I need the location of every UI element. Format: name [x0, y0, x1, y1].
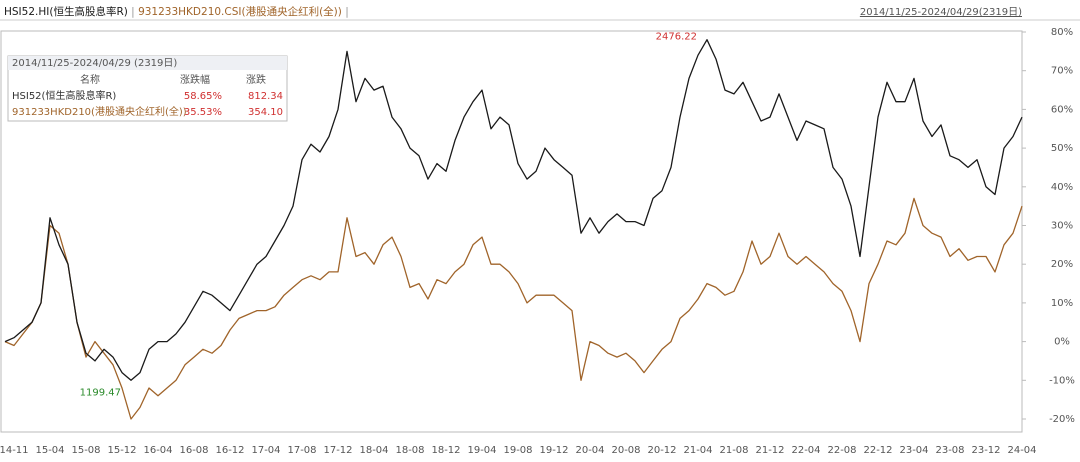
legend-entry[interactable]: 931233HKD210.CSI(港股通央企红利(全)): [138, 5, 342, 18]
x-tick-label: 22-08: [827, 445, 856, 456]
x-tick-label: 17-04: [251, 445, 280, 456]
y-tick-label: 50%: [1051, 143, 1073, 154]
x-tick-label: 21-08: [719, 445, 748, 456]
header-range: 2014/11/25-2024/04/29(2319日): [860, 7, 1022, 18]
max-annotation: 2476.22: [656, 32, 697, 43]
x-tick-label: 16-04: [143, 445, 172, 456]
x-tick-label: 18-08: [395, 445, 424, 456]
x-tick-label: 23-12: [971, 445, 1000, 456]
info-cell: 354.10: [248, 107, 283, 118]
info-cell: 812.34: [248, 91, 283, 102]
x-tick-label: 18-12: [431, 445, 460, 456]
info-box-title-bg: [8, 56, 287, 70]
min-annotation: 1199.47: [80, 387, 121, 398]
x-tick-label: 21-12: [755, 445, 784, 456]
y-tick-label: 10%: [1051, 298, 1073, 309]
x-tick-label: 22-04: [791, 445, 820, 456]
series-line: [4, 39, 1023, 381]
legend: HSI52.HI(恒生高股息率R) | 931233HKD210.CSI(港股通…: [4, 5, 349, 18]
y-tick-label: 40%: [1051, 182, 1073, 193]
x-tick-label: 19-04: [467, 445, 496, 456]
info-header: 名称: [80, 73, 100, 86]
legend-separator: |: [342, 6, 349, 18]
x-tick-label: 15-12: [107, 445, 136, 456]
x-tick-label: 21-04: [683, 445, 712, 456]
y-tick-label: 70%: [1051, 66, 1073, 77]
info-box-title: 2014/11/25-2024/04/29 (2319日): [12, 58, 177, 69]
info-cell: 58.65%: [184, 91, 222, 102]
x-tick-label: 20-12: [647, 445, 676, 456]
x-tick-label: 16-12: [215, 445, 244, 456]
x-tick-label: 22-12: [863, 445, 892, 456]
info-cell: HSI52(恒生高股息率R): [12, 89, 116, 102]
info-cell: 35.53%: [184, 107, 222, 118]
x-tick-label: 24-04: [1007, 445, 1036, 456]
y-tick-label: -20%: [1049, 414, 1075, 425]
legend-separator: |: [128, 6, 138, 18]
x-tick-label: 20-08: [611, 445, 640, 456]
x-tick-label: 16-08: [179, 445, 208, 456]
x-tick-label: 17-08: [287, 445, 316, 456]
plot-frame: [0, 30, 1023, 433]
x-tick-label: 18-04: [359, 445, 388, 456]
series-line: [4, 197, 1023, 420]
x-tick-label: 23-08: [935, 445, 964, 456]
x-tick-label: 17-12: [323, 445, 352, 456]
x-tick-label: 20-04: [575, 445, 604, 456]
y-tick-label: 80%: [1051, 27, 1073, 38]
y-tick-label: 20%: [1051, 259, 1073, 270]
y-tick-label: 30%: [1051, 221, 1073, 232]
y-tick-label: 60%: [1051, 104, 1073, 115]
info-box: 2014/11/25-2024/04/29 (2319日) 名称 涨跌幅 涨跌 …: [7, 55, 288, 122]
x-tick-label: 19-08: [503, 445, 532, 456]
y-tick-label: 0%: [1054, 337, 1070, 348]
x-tick-label: 15-04: [35, 445, 64, 456]
x-tick-label: 14-11: [0, 445, 29, 456]
x-tick-label: 19-12: [539, 445, 568, 456]
y-tick-label: -10%: [1049, 375, 1075, 386]
legend-entry[interactable]: HSI52.HI(恒生高股息率R): [4, 5, 128, 18]
info-cell: 931233HKD210(港股通央企红利(全)): [12, 105, 187, 118]
info-header: 涨跌幅: [180, 73, 210, 86]
x-tick-label: 15-08: [71, 445, 100, 456]
x-tick-label: 23-04: [899, 445, 928, 456]
info-header: 涨跌: [246, 73, 266, 86]
